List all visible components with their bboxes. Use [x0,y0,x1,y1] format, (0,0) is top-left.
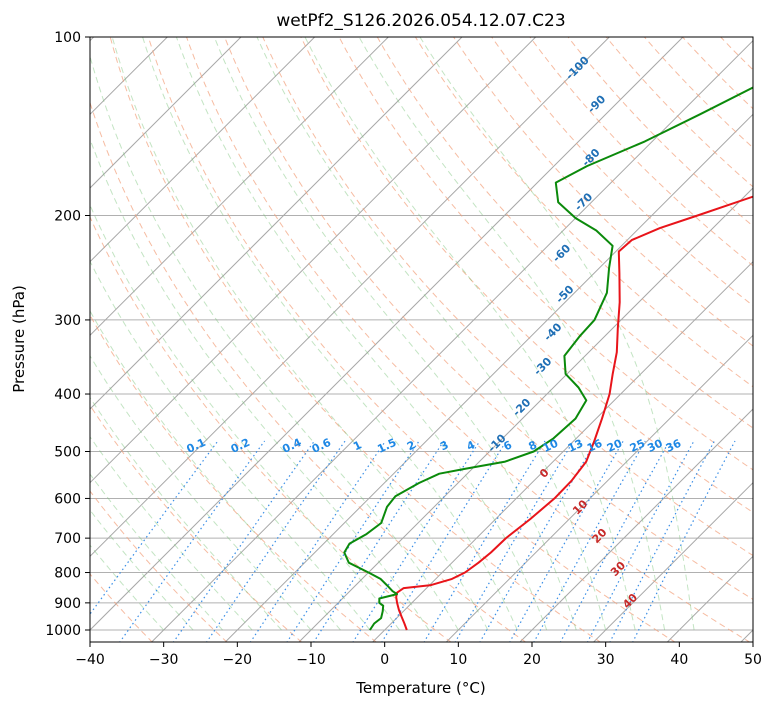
mixing-ratio-label: 20 [605,437,625,455]
isotherm-line [90,37,242,189]
y-tick-label: 500 [54,444,81,460]
isotherm-line [90,37,316,263]
x-tick-label: −40 [75,652,105,668]
background-lines [90,37,753,642]
moist-adiabat-line [213,37,577,631]
moist-adiabat-line [256,37,607,631]
moist-adiabat-line [90,54,459,631]
y-axis-title: Pressure (hPa) [10,285,28,393]
y-tick-label: 100 [54,30,81,46]
y-tick-label: 700 [54,531,81,547]
isotherm-line [90,37,537,484]
temperature-profile [395,195,753,631]
moist-adiabat-line [90,203,400,631]
x-tick-label: −20 [223,652,253,668]
y-tick-label: 1000 [45,623,81,639]
moist-adiabat-line [90,260,371,631]
isotherm-line [150,39,753,642]
mixing-ratio-line [286,440,420,642]
y-tick-label: 800 [54,566,81,582]
mixing-ratio-label: 16 [585,437,605,455]
mixing-ratio-line [533,440,646,642]
isotherm-line [592,481,753,642]
dry-adiabat-line [262,37,753,557]
moist-adiabat-line [90,354,312,631]
mixing-ratio-label: 25 [628,437,647,455]
x-axis-title: Temperature (°C) [355,679,485,697]
isotherm-line [298,187,753,642]
mixing-ratio-label: 13 [566,437,585,455]
x-tick-label: 0 [380,652,389,668]
dry-adiabat-line [491,37,753,307]
moist-adiabat-line [419,37,695,631]
isotherm-line [371,260,753,642]
mixing-ratio-label: 36 [664,437,684,455]
moist-adiabat-line [90,396,282,631]
mixing-ratio-label: 30 [645,437,665,455]
mixing-ratio-line [559,440,670,642]
mixing-ratio-line [119,440,266,642]
dry-adiabat-line [376,37,753,429]
isotherm-line [224,113,753,642]
x-tick-label: 20 [523,652,541,668]
isotherm-line [445,334,753,642]
mixing-ratio-line [381,440,507,642]
mixing-ratio-line [609,440,715,642]
plot-frame [89,36,754,643]
isotherm-line [90,37,684,631]
dry-adiabat-line [186,37,751,642]
axis-ticks: −40 −30 −20 −10 0 10 20 30 40 50 100 200 300 400 500 60… [45,30,762,668]
moist-adiabat-line [304,37,636,631]
mixing-ratio-line [632,440,736,642]
moist-adiabat-line [142,37,518,631]
x-tick-label: 30 [597,652,615,668]
mixing-ratio-line [423,440,546,642]
dry-adiabat-line [90,404,303,642]
moist-adiabat-line [175,37,548,631]
isotherm-line [90,37,610,558]
moist-adiabat-line [90,309,341,631]
chart-title: wetPf2_S126.2026.054.12.07.C23 [276,11,565,31]
y-tick-label: 400 [54,387,81,403]
dry-adiabat-line [453,37,753,347]
mixing-ratio-line [172,440,315,642]
isotherm-line [519,408,753,642]
moist-adiabat-line [90,473,223,631]
dry-adiabat-line [147,37,676,642]
dry-adiabat-line [338,37,753,471]
y-tick-label: 600 [54,491,81,507]
mixing-ratio-line [454,440,574,642]
dry-adiabat-line [109,37,601,642]
dry-adiabat-line [224,37,753,601]
mixing-ratio-line [586,440,695,642]
x-tick-label: −30 [149,652,179,668]
y-tick-label: 900 [54,596,81,612]
x-tick-label: −10 [296,652,326,668]
mixing-ratio-label: 10 [541,437,561,455]
x-tick-label: 10 [449,652,467,668]
dry-adiabat-line [414,37,753,388]
y-tick-label: 300 [54,313,81,329]
dry-adiabat-line [90,101,527,642]
profile-lines [343,86,753,631]
moist-adiabat-line [358,37,666,631]
dry-adiabat-line [300,37,753,513]
x-tick-label: 50 [744,652,762,668]
mixing-ratio-line [479,440,597,642]
mixing-ratio-line [509,440,624,642]
isotherm-line [90,37,389,337]
moist-adiabat-line [90,137,430,631]
dry-adiabat-line [90,215,452,642]
x-tick-label: 40 [670,652,688,668]
dewpoint-profile [343,86,753,631]
isotherm-line [90,37,463,410]
y-tick-label: 200 [54,209,81,225]
moist-adiabat-line [90,436,253,631]
dry-adiabat-line [90,490,228,642]
dry-adiabat-line [90,314,377,642]
